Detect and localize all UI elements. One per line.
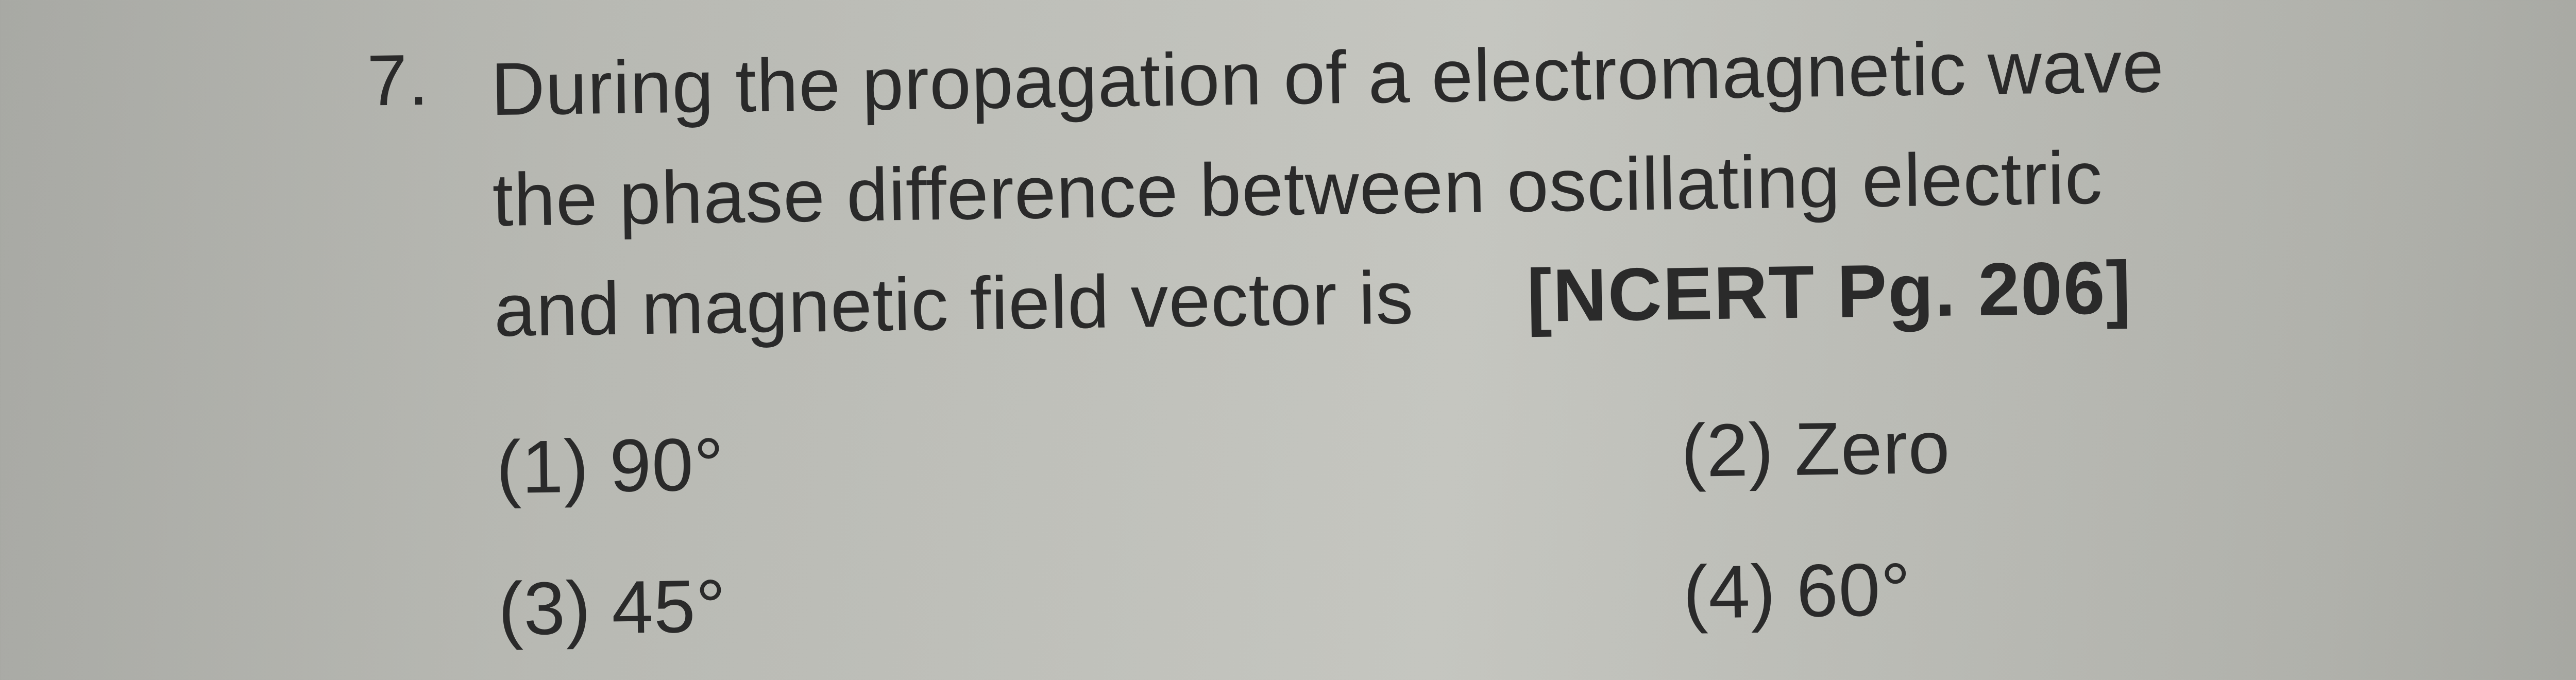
option-4: (4) 60°	[1682, 519, 1912, 664]
option-1: (1) 90°	[495, 380, 1682, 539]
question-body: During the propagation of a electromagne…	[490, 2, 2576, 366]
question-line-3-lead: and magnetic field vector is	[493, 242, 1414, 365]
question-block: 7. During the propagation of a electroma…	[0, 1, 2576, 680]
option-3: (3) 45°	[497, 522, 1684, 680]
option-4-text: 60°	[1795, 519, 1912, 662]
question-number: 7.	[366, 34, 491, 122]
option-4-number: (4)	[1682, 521, 1777, 664]
options-block: (1) 90° (2) Zero (3) 45° (4) 60°	[495, 363, 2576, 680]
option-2-number: (2)	[1680, 379, 1775, 522]
option-1-number: (1)	[495, 395, 590, 538]
option-3-text: 45°	[611, 535, 727, 679]
option-2: (2) Zero	[1680, 376, 1951, 522]
question-reference: [NCERT Pg. 206]	[1526, 232, 2132, 351]
option-1-text: 90°	[608, 394, 725, 537]
option-2-text: Zero	[1793, 376, 1951, 520]
option-3-number: (3)	[497, 537, 592, 680]
question-row: 7. During the propagation of a electroma…	[366, 2, 2576, 367]
option-row-1: (1) 90° (2) Zero	[495, 363, 2576, 538]
